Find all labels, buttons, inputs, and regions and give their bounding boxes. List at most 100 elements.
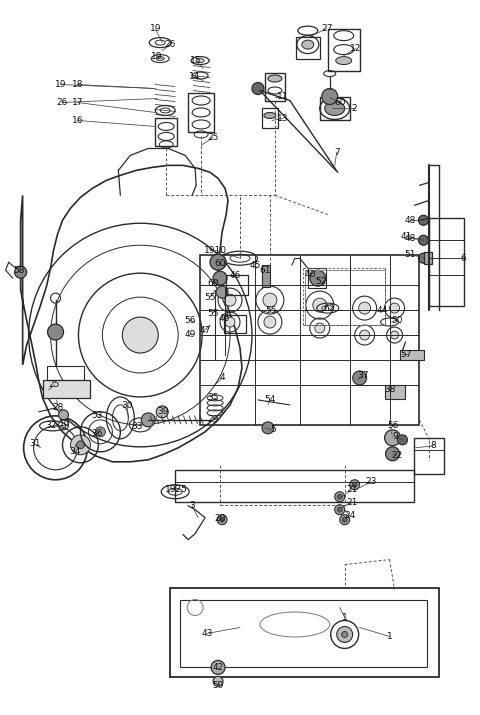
Bar: [328, 29, 360, 71]
Bar: [180, 600, 428, 667]
Text: 37: 37: [357, 372, 368, 380]
Text: 43: 43: [202, 629, 213, 638]
Text: 55: 55: [265, 305, 276, 315]
Circle shape: [96, 427, 106, 437]
Circle shape: [340, 515, 350, 525]
Text: 1910: 1910: [204, 246, 227, 255]
Text: 6: 6: [460, 254, 466, 262]
Text: 35: 35: [207, 393, 219, 403]
Circle shape: [419, 215, 429, 225]
Text: 4: 4: [219, 373, 225, 383]
Circle shape: [141, 413, 155, 427]
Text: 39: 39: [157, 408, 169, 416]
Bar: [305, 270, 384, 325]
Circle shape: [352, 482, 357, 487]
Text: 32: 32: [45, 421, 56, 430]
Text: 16: 16: [72, 116, 83, 125]
Circle shape: [360, 330, 370, 340]
Text: 15: 15: [191, 56, 202, 65]
Bar: [262, 265, 270, 287]
Circle shape: [419, 253, 429, 263]
Text: 2: 2: [352, 104, 358, 113]
Ellipse shape: [336, 56, 352, 64]
Circle shape: [335, 492, 345, 502]
Circle shape: [225, 317, 235, 327]
Bar: [43, 380, 90, 398]
Text: 60: 60: [334, 98, 346, 107]
Text: 25: 25: [207, 133, 219, 142]
Bar: [155, 119, 177, 147]
Text: 44: 44: [377, 305, 388, 315]
Bar: [320, 97, 350, 120]
Circle shape: [390, 303, 399, 313]
Circle shape: [337, 507, 342, 512]
Text: 21: 21: [346, 485, 358, 494]
Bar: [296, 36, 320, 59]
Circle shape: [310, 270, 326, 286]
Text: 55: 55: [204, 292, 216, 302]
Bar: [224, 315, 246, 333]
Circle shape: [384, 430, 400, 446]
Text: 60: 60: [214, 259, 226, 267]
Text: 1: 1: [387, 632, 393, 641]
Text: 21: 21: [346, 498, 358, 507]
Circle shape: [156, 406, 168, 418]
Circle shape: [262, 422, 274, 434]
Circle shape: [219, 517, 225, 522]
Text: 26: 26: [165, 40, 176, 49]
Text: 58: 58: [13, 266, 24, 275]
Text: 27: 27: [321, 24, 333, 33]
Text: 26: 26: [57, 98, 68, 107]
Circle shape: [350, 480, 360, 490]
Bar: [308, 268, 326, 288]
Text: 40: 40: [304, 270, 315, 279]
Circle shape: [76, 441, 84, 449]
Circle shape: [397, 435, 408, 445]
Text: 20: 20: [215, 514, 226, 523]
Text: 1925: 1925: [165, 485, 188, 494]
Text: 48: 48: [405, 216, 416, 225]
Bar: [415, 438, 444, 474]
Text: 5: 5: [270, 425, 276, 434]
Text: 46: 46: [218, 314, 230, 322]
Circle shape: [315, 323, 325, 333]
Bar: [265, 72, 285, 101]
Text: 52: 52: [315, 277, 326, 286]
Text: 51: 51: [405, 250, 416, 259]
Circle shape: [210, 255, 226, 270]
Text: 17: 17: [72, 98, 83, 107]
Text: 31: 31: [29, 439, 40, 448]
Text: 3: 3: [189, 501, 195, 511]
Bar: [175, 470, 415, 502]
Bar: [188, 92, 214, 132]
Text: 42: 42: [213, 663, 224, 672]
Ellipse shape: [325, 102, 345, 115]
Circle shape: [391, 331, 398, 339]
Ellipse shape: [302, 40, 314, 49]
Text: 22: 22: [391, 451, 402, 460]
Bar: [170, 588, 439, 677]
Text: 23: 23: [365, 477, 376, 486]
Text: 55: 55: [207, 309, 219, 317]
Circle shape: [353, 371, 367, 385]
Text: 56: 56: [387, 421, 398, 430]
Text: 8: 8: [431, 441, 436, 450]
Text: 13: 13: [277, 114, 288, 123]
Circle shape: [342, 517, 347, 522]
Text: 19: 19: [149, 24, 161, 33]
Text: 34: 34: [69, 448, 80, 456]
Ellipse shape: [264, 112, 276, 119]
Text: 33: 33: [132, 423, 143, 431]
Text: 10: 10: [59, 420, 70, 428]
Text: 46: 46: [229, 271, 240, 280]
Text: 45: 45: [249, 261, 261, 270]
Circle shape: [122, 317, 158, 353]
Text: 36: 36: [92, 429, 103, 438]
Text: 49: 49: [184, 330, 196, 338]
Circle shape: [71, 435, 90, 455]
Text: 41: 41: [401, 232, 412, 241]
Text: 19: 19: [55, 80, 66, 89]
Circle shape: [342, 631, 348, 638]
Bar: [430, 218, 464, 306]
Text: 12: 12: [350, 44, 361, 53]
